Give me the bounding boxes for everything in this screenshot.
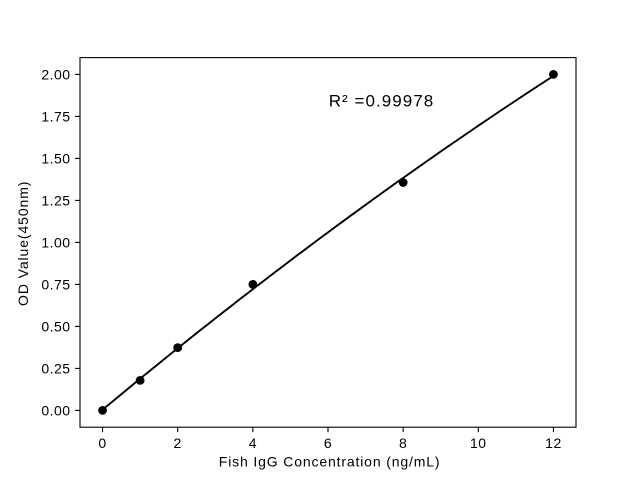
svg-text:1.75: 1.75 (41, 109, 70, 125)
svg-text:2.00: 2.00 (41, 67, 70, 83)
svg-text:6: 6 (324, 435, 332, 451)
svg-text:4: 4 (249, 435, 257, 451)
svg-text:2: 2 (174, 435, 182, 451)
svg-text:12: 12 (545, 435, 562, 451)
svg-text:10: 10 (470, 435, 487, 451)
svg-text:0.50: 0.50 (41, 319, 70, 335)
svg-text:8: 8 (399, 435, 407, 451)
svg-text:0.75: 0.75 (41, 277, 70, 293)
svg-text:OD Value(450nm): OD Value(450nm) (15, 181, 31, 306)
svg-text:R² =0.99978: R² =0.99978 (329, 92, 435, 111)
svg-text:0: 0 (98, 435, 106, 451)
svg-text:1.00: 1.00 (41, 235, 70, 251)
svg-text:Fish IgG Concentration (ng/mL): Fish IgG Concentration (ng/mL) (219, 453, 441, 469)
svg-text:0.25: 0.25 (41, 361, 70, 377)
svg-text:1.25: 1.25 (41, 193, 70, 209)
svg-text:0.00: 0.00 (41, 403, 70, 419)
svg-text:1.50: 1.50 (41, 151, 70, 167)
